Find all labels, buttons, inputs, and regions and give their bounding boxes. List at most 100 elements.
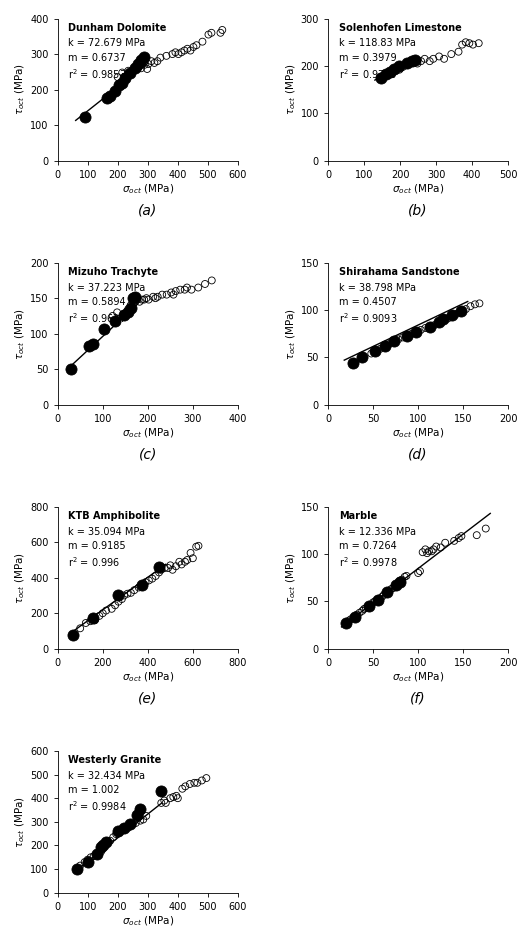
Point (378, 590, 386, 604)
Point (173, 790, 182, 805)
Point (114, 587, 123, 602)
Text: k = 118.83 MPa: k = 118.83 MPa (339, 38, 416, 48)
Point (149, 289, 157, 304)
Point (81, 855, 89, 870)
Point (158, 287, 167, 302)
Point (406, 54, 414, 69)
Point (391, 578, 400, 592)
Point (402, 568, 411, 583)
Point (389, 580, 397, 595)
Point (136, 802, 145, 817)
Point (93, 847, 101, 862)
X-axis label: $\sigma_{oct}$ (MPa): $\sigma_{oct}$ (MPa) (392, 671, 444, 684)
Y-axis label: $\tau_{oct}$ (MPa): $\tau_{oct}$ (MPa) (284, 308, 298, 360)
Point (164, 561, 172, 576)
Point (148, 571, 157, 586)
Point (358, 350, 366, 365)
Point (100, 838, 108, 853)
Point (351, 609, 359, 624)
Text: k = 38.798 MPa: k = 38.798 MPa (339, 283, 416, 293)
Text: m = 0.6737: m = 0.6737 (69, 53, 126, 62)
Text: k = 72.679 MPa: k = 72.679 MPa (69, 38, 146, 48)
Point (419, 545, 427, 560)
Point (160, 561, 169, 576)
Point (444, 311, 452, 325)
Point (138, 578, 146, 592)
Point (151, 568, 160, 583)
Text: (d): (d) (408, 447, 428, 461)
Point (168, 563, 177, 578)
Point (185, 777, 194, 791)
Point (183, 280, 191, 295)
Point (181, 282, 189, 297)
Point (116, 823, 125, 838)
Point (421, 542, 430, 557)
Point (114, 594, 123, 609)
Point (140, 292, 148, 307)
Point (425, 320, 434, 335)
Point (421, 321, 430, 336)
Point (118, 591, 126, 606)
Point (126, 65, 135, 80)
Point (175, 554, 183, 569)
Point (181, 779, 190, 794)
Point (364, 599, 373, 614)
Point (177, 45, 185, 60)
Point (358, 351, 366, 365)
Text: r$^2$ = 0.9776: r$^2$ = 0.9776 (339, 67, 397, 81)
Point (128, 64, 136, 79)
Text: m = 0.9185: m = 0.9185 (69, 541, 126, 551)
Point (136, 294, 144, 309)
Point (140, 49, 148, 64)
Point (180, 43, 189, 58)
Point (398, 572, 406, 587)
Text: r$^2$ = 0.9978: r$^2$ = 0.9978 (339, 555, 397, 569)
Point (162, 287, 171, 302)
Point (157, 784, 166, 799)
Point (126, 298, 135, 312)
Point (128, 817, 137, 831)
Point (342, 616, 350, 631)
Point (82, 616, 90, 631)
Text: (c): (c) (138, 447, 157, 461)
Point (412, 325, 421, 339)
Point (120, 588, 128, 603)
Point (97, 839, 105, 854)
Point (429, 51, 438, 66)
Point (192, 38, 201, 53)
Point (189, 551, 197, 565)
X-axis label: $\sigma_{oct}$ (MPa): $\sigma_{oct}$ (MPa) (122, 182, 174, 196)
Point (176, 282, 184, 297)
Point (187, 282, 195, 297)
Point (137, 53, 145, 68)
Y-axis label: $\tau_{oct}$ (MPa): $\tau_{oct}$ (MPa) (14, 796, 27, 848)
Point (425, 320, 434, 335)
Point (430, 318, 439, 333)
Point (76, 621, 84, 636)
Point (156, 50, 165, 65)
Point (114, 825, 122, 840)
Point (194, 538, 203, 553)
Text: m = 0.3979: m = 0.3979 (339, 53, 397, 62)
Point (131, 294, 139, 309)
Point (167, 286, 176, 300)
Point (124, 304, 133, 319)
Point (129, 291, 137, 306)
Point (396, 573, 405, 588)
Point (86, 614, 94, 629)
Point (412, 325, 421, 339)
Point (69, 627, 78, 642)
Text: (a): (a) (138, 203, 157, 217)
Point (349, 355, 357, 370)
Point (425, 544, 433, 559)
Point (183, 552, 191, 567)
Point (157, 563, 166, 578)
Point (450, 534, 458, 549)
Point (395, 62, 403, 77)
Point (86, 850, 95, 865)
Point (448, 307, 456, 322)
Point (126, 300, 135, 315)
Point (370, 594, 379, 609)
Point (390, 334, 398, 349)
Point (471, 297, 479, 312)
